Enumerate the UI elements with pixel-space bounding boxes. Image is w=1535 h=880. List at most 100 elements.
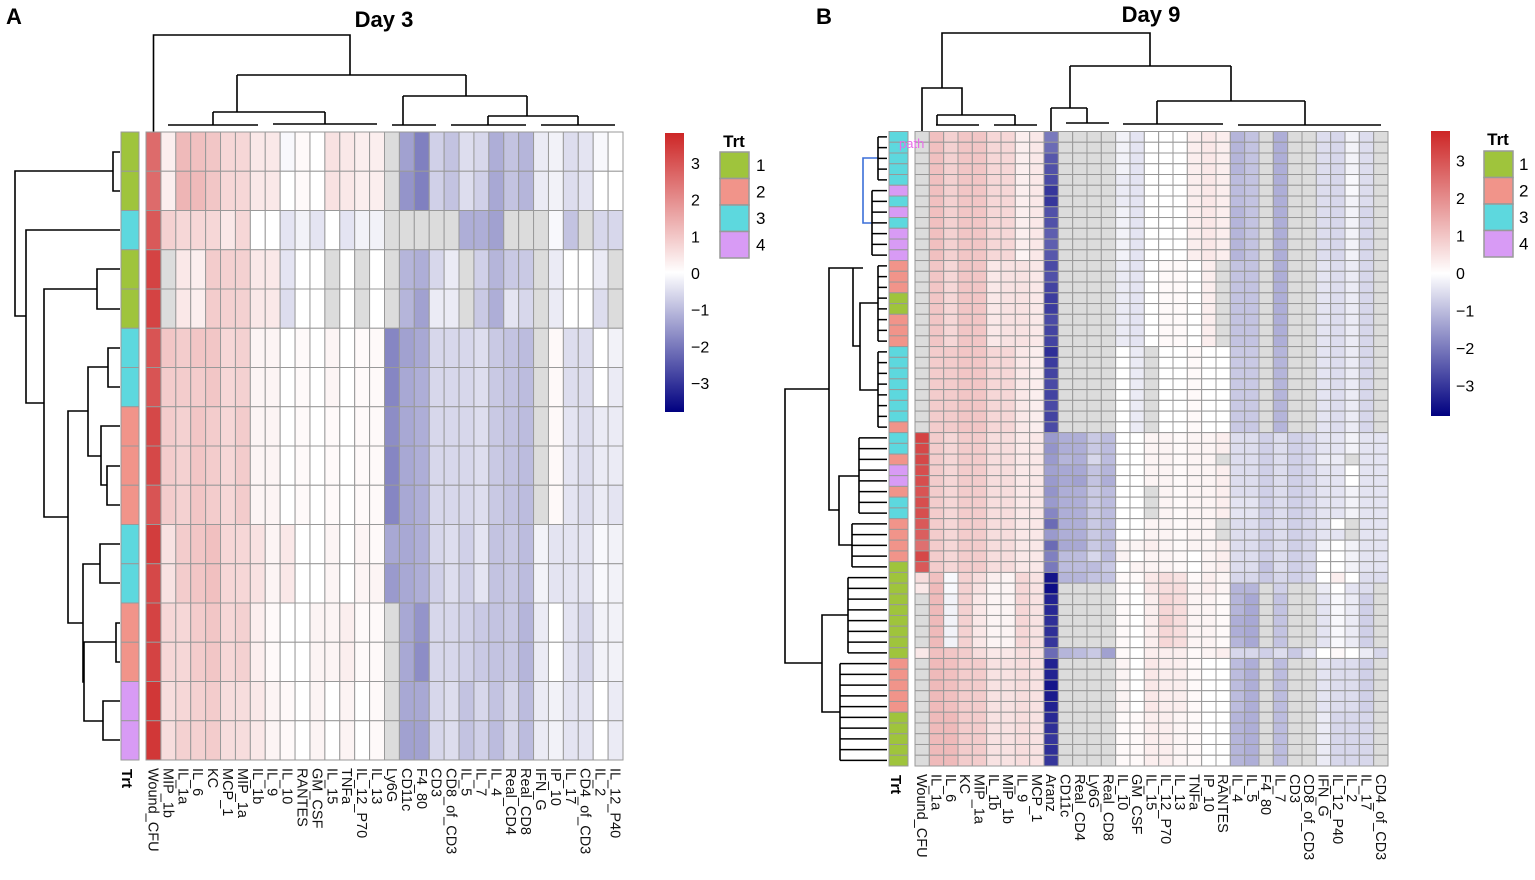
trt-annotation-cell <box>888 346 909 358</box>
heatmap-cell <box>413 681 430 722</box>
heatmap-cell <box>1115 346 1131 358</box>
heatmap-cell <box>1344 711 1360 724</box>
heatmap-cell <box>1244 152 1260 165</box>
heatmap-cell <box>1029 367 1045 380</box>
heatmap-cell <box>986 356 1002 369</box>
heatmap-cell <box>1201 303 1217 315</box>
heatmap-cell <box>1201 690 1217 702</box>
heatmap-cell <box>1315 270 1332 283</box>
heatmap-cell <box>369 131 385 172</box>
trt-legend-label: 1 <box>756 156 765 175</box>
heatmap-cell <box>592 406 609 447</box>
trt-annotation-cell <box>120 327 140 368</box>
heatmap-cell <box>607 170 624 211</box>
heatmap-cell <box>1315 722 1332 735</box>
heatmap-cell <box>928 152 945 165</box>
heatmap-cell <box>1344 421 1360 434</box>
heatmap-cell <box>324 131 341 172</box>
heatmap-cell <box>943 625 959 638</box>
heatmap-cell <box>1373 614 1389 627</box>
heatmap-cell <box>957 475 973 487</box>
heatmap-cell <box>234 484 251 525</box>
column-label: IL_13 <box>368 768 384 804</box>
trt-annotation-cell <box>888 152 909 165</box>
heatmap-cell <box>957 690 973 702</box>
heatmap-cell <box>1244 733 1260 745</box>
heatmap-cell <box>1301 174 1317 186</box>
heatmap-cell <box>1100 647 1117 659</box>
heatmap-cell <box>503 170 520 211</box>
heatmap-cell <box>1244 227 1260 240</box>
heatmap-cell <box>294 210 311 251</box>
heatmap-cell <box>249 563 266 604</box>
heatmap-cell <box>1057 690 1074 702</box>
heatmap-cell <box>1258 679 1274 692</box>
heatmap-cell <box>1158 647 1174 659</box>
heatmap-cell <box>1143 582 1160 595</box>
heatmap-cell <box>1086 722 1102 735</box>
heatmap-cell <box>971 754 988 767</box>
heatmap-cell <box>1086 206 1102 219</box>
heatmap-cell <box>1129 754 1145 767</box>
heatmap-cell <box>1086 356 1102 369</box>
heatmap-cell <box>1315 335 1332 348</box>
heatmap-cell <box>1129 152 1145 165</box>
heatmap-cell <box>1272 647 1289 659</box>
heatmap-cell <box>1272 475 1289 487</box>
heatmap-cell <box>384 524 400 565</box>
heatmap-cell <box>1115 217 1131 229</box>
trt-annotation-cell <box>120 602 140 643</box>
heatmap-cell <box>1043 399 1059 412</box>
heatmap-cell <box>1043 711 1059 724</box>
heatmap-cell <box>914 399 930 412</box>
heatmap-cell <box>928 679 945 692</box>
heatmap-cell <box>914 507 930 520</box>
column-label: F4_80 <box>1257 774 1273 815</box>
heatmap-cell <box>914 668 930 681</box>
heatmap-cell <box>1100 614 1117 627</box>
column-label: IL_1b <box>985 774 1001 810</box>
heatmap-cell <box>413 641 430 682</box>
heatmap-cell <box>971 507 988 520</box>
heatmap-cell <box>1201 754 1217 767</box>
heatmap-cell <box>1043 303 1059 315</box>
heatmap-cell <box>1129 475 1145 487</box>
heatmap-cell <box>1014 356 1031 369</box>
heatmap-cell <box>473 131 490 172</box>
heatmap-cell <box>190 249 207 290</box>
heatmap-cell <box>354 170 371 211</box>
heatmap-cell <box>264 641 281 682</box>
heatmap-cell <box>1086 496 1102 509</box>
heatmap-cell <box>518 720 535 761</box>
heatmap-cell <box>1172 625 1188 638</box>
heatmap-cell <box>1373 217 1389 229</box>
heatmap-cell <box>1186 722 1203 735</box>
heatmap-cell <box>1057 195 1074 208</box>
heatmap-cell <box>562 641 579 682</box>
heatmap-cell <box>443 681 460 722</box>
heatmap-cell <box>145 602 162 643</box>
heatmap-cell <box>1072 174 1088 186</box>
heatmap-cell <box>1358 743 1375 756</box>
heatmap-cell <box>971 421 988 434</box>
heatmap-cell <box>1115 131 1131 143</box>
heatmap-cell <box>943 378 959 391</box>
heatmap-cell <box>1100 324 1117 337</box>
heatmap-cell <box>1244 335 1260 348</box>
heatmap-cell <box>1115 593 1131 606</box>
trt-annotation-cell <box>120 170 140 211</box>
heatmap-cell <box>1158 131 1174 143</box>
heatmap-cell <box>1344 700 1360 713</box>
heatmap-cell <box>1158 722 1174 735</box>
heatmap-cell <box>220 563 236 604</box>
heatmap-cell <box>1158 636 1174 649</box>
heatmap-cell <box>957 131 973 143</box>
heatmap-cell <box>547 406 564 447</box>
heatmap-cell <box>1072 485 1088 498</box>
heatmap-cell <box>1229 722 1246 735</box>
heatmap-cell <box>309 210 326 251</box>
heatmap-cell <box>1330 260 1346 272</box>
heatmap-cell <box>1115 700 1131 713</box>
heatmap-cell <box>914 754 930 767</box>
heatmap-cell <box>1272 303 1289 315</box>
